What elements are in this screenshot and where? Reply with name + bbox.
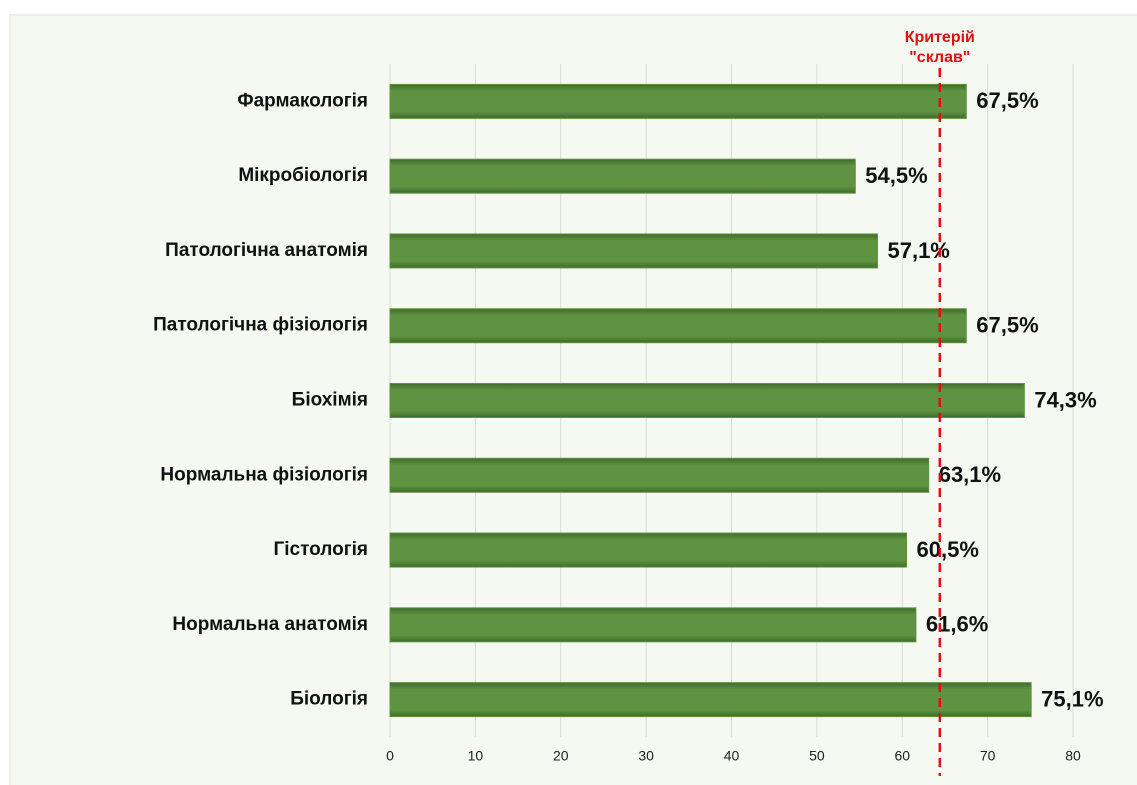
value-label: 61,6% xyxy=(926,612,988,637)
value-label: 67,5% xyxy=(976,88,1038,113)
x-tick-label: 40 xyxy=(724,748,740,764)
x-tick-label: 80 xyxy=(1065,748,1081,764)
value-label: 63,1% xyxy=(939,462,1001,487)
bar xyxy=(389,682,1032,718)
bar xyxy=(389,158,856,194)
bar xyxy=(389,607,917,643)
category-label: Патологічна анатомія xyxy=(165,240,368,261)
value-label: 74,3% xyxy=(1034,387,1096,412)
category-label: Біохімія xyxy=(292,390,368,411)
x-tick-label: 0 xyxy=(386,748,394,764)
category-label: Нормальна анатомія xyxy=(172,614,368,635)
value-label: 60,5% xyxy=(917,537,979,562)
category-label: Гістологія xyxy=(273,539,368,560)
category-label: Нормальна фізіологія xyxy=(160,464,368,485)
bar xyxy=(389,308,967,344)
value-label: 54,5% xyxy=(865,163,927,188)
bar xyxy=(389,532,908,568)
category-label: Патологічна фізіологія xyxy=(153,315,368,336)
x-tick-label: 20 xyxy=(553,748,569,764)
bar xyxy=(389,383,1025,418)
value-label: 75,1% xyxy=(1041,686,1103,711)
reference-label: Критерій xyxy=(905,29,975,46)
category-label: Фармакологія xyxy=(237,90,368,111)
bar xyxy=(389,233,878,269)
x-tick-label: 60 xyxy=(894,748,910,764)
bar xyxy=(389,457,930,493)
x-tick-label: 70 xyxy=(980,748,996,764)
bar xyxy=(389,83,967,119)
x-tick-label: 30 xyxy=(638,748,654,764)
category-label: Біологія xyxy=(290,689,368,710)
reference-label: "склав" xyxy=(909,49,970,66)
category-label: Мікробіологія xyxy=(238,165,368,186)
x-tick-label: 10 xyxy=(468,748,484,764)
x-tick-label: 50 xyxy=(809,748,825,764)
value-label: 67,5% xyxy=(976,313,1038,338)
